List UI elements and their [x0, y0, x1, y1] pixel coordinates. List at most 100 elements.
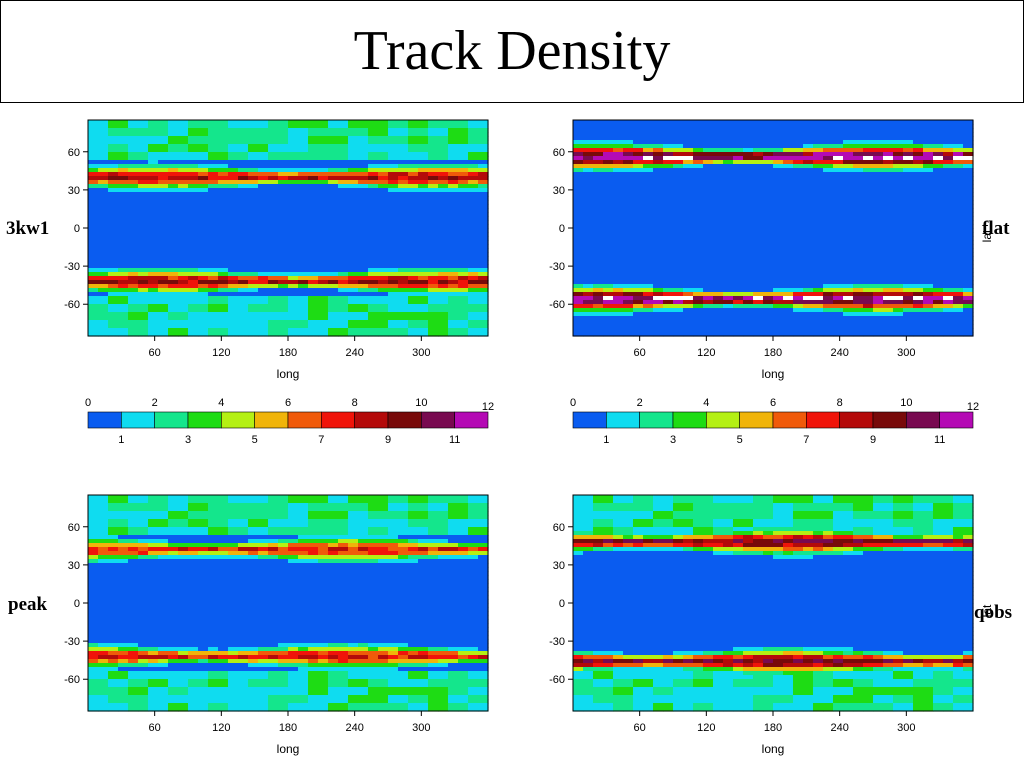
heatmap-cell — [783, 152, 794, 157]
heatmap-cell — [783, 140, 794, 145]
heatmap-cell — [873, 192, 884, 197]
heatmap-cell — [478, 144, 489, 149]
heatmap-cell — [873, 208, 884, 213]
heatmap-cell — [138, 236, 149, 241]
heatmap-cell — [673, 300, 684, 305]
heatmap-cell — [763, 232, 774, 237]
heatmap-cell — [158, 132, 169, 137]
heatmap-cell — [118, 515, 129, 520]
heatmap-cell — [623, 172, 634, 177]
heatmap-cell — [368, 511, 379, 516]
heatmap-cell — [943, 292, 954, 297]
heatmap-cell — [703, 212, 714, 217]
heatmap-cell — [348, 212, 359, 217]
heatmap-cell — [468, 240, 479, 245]
heatmap-cell — [278, 228, 289, 233]
heatmap-cell — [573, 280, 584, 285]
heatmap-cell — [963, 136, 974, 141]
heatmap-cell — [673, 304, 684, 309]
heatmap-cell — [388, 316, 399, 321]
heatmap-cell — [593, 292, 604, 297]
heatmap-cell — [438, 260, 449, 265]
heatmap-cell — [368, 515, 379, 520]
heatmap-cell — [703, 236, 714, 241]
heatmap-cell — [813, 244, 824, 249]
heatmap-cell — [158, 300, 169, 305]
heatmap-cell — [773, 320, 784, 325]
heatmap-cell — [843, 312, 854, 317]
heatmap-cell — [923, 320, 934, 325]
heatmap-cell — [573, 308, 584, 313]
heatmap-cell — [108, 312, 119, 317]
heatmap-cell — [613, 120, 624, 125]
heatmap-cell — [573, 180, 584, 185]
heatmap-cell — [298, 499, 309, 504]
heatmap-cell — [903, 312, 914, 317]
heatmap-cell — [318, 260, 329, 265]
heatmap-cell — [178, 280, 189, 285]
heatmap-cell — [408, 328, 419, 333]
heatmap-cell — [378, 140, 389, 145]
heatmap-cell — [408, 531, 419, 536]
heatmap-cell — [773, 184, 784, 189]
heatmap-cell — [98, 252, 109, 257]
heatmap-cell — [448, 196, 459, 201]
heatmap-cell — [863, 260, 874, 265]
heatmap-cell — [158, 511, 169, 516]
heatmap-cell — [953, 228, 964, 233]
heatmap-cell — [218, 555, 229, 560]
heatmap-cell — [248, 128, 259, 133]
heatmap-cell — [803, 288, 814, 293]
heatmap-cell — [863, 268, 874, 273]
heatmap-cell — [108, 507, 119, 512]
heatmap-cell — [268, 156, 279, 161]
heatmap-cell — [148, 244, 159, 249]
heatmap-cell — [308, 192, 319, 197]
heatmap-cell — [953, 332, 964, 337]
heatmap-cell — [298, 244, 309, 249]
heatmap-cell — [743, 196, 754, 201]
heatmap-cell — [318, 228, 329, 233]
heatmap-cell — [823, 244, 834, 249]
heatmap-cell — [753, 308, 764, 313]
heatmap-cell — [468, 200, 479, 205]
heatmap-cell — [923, 312, 934, 317]
heatmap-cell — [188, 260, 199, 265]
heatmap-cell — [198, 527, 209, 532]
heatmap-cell — [813, 264, 824, 269]
heatmap-cell — [258, 260, 269, 265]
heatmap-cell — [258, 196, 269, 201]
heatmap-cell — [933, 236, 944, 241]
heatmap-cell — [903, 212, 914, 217]
heatmap-cell — [603, 204, 614, 209]
heatmap-cell — [613, 172, 624, 177]
heatmap-cell — [108, 124, 119, 129]
heatmap-cell — [943, 180, 954, 185]
heatmap-cell — [418, 503, 429, 508]
heatmap-cell — [168, 148, 179, 153]
heatmap-cell — [823, 288, 834, 293]
heatmap-cell — [348, 523, 359, 528]
heatmap-cell — [813, 256, 824, 261]
heatmap-cell — [448, 284, 459, 289]
heatmap-cell — [653, 192, 664, 197]
heatmap-cell — [448, 128, 459, 133]
heatmap-cell — [128, 515, 139, 520]
heatmap-cell — [228, 240, 239, 245]
heatmap-cell — [813, 316, 824, 321]
heatmap-cell — [603, 256, 614, 261]
heatmap-cell — [458, 304, 469, 309]
heatmap-cell — [258, 188, 269, 193]
heatmap-cell — [228, 232, 239, 237]
heatmap-cell — [478, 288, 489, 293]
heatmap-cell — [823, 280, 834, 285]
heatmap-cell — [893, 280, 904, 285]
heatmap-cell — [228, 543, 239, 548]
heatmap-cell — [693, 140, 704, 145]
heatmap-cell — [288, 531, 299, 536]
heatmap-cell — [883, 216, 894, 221]
heatmap-cell — [208, 248, 219, 253]
heatmap-cell — [128, 300, 139, 305]
heatmap-cell — [228, 268, 239, 273]
heatmap-cell — [773, 252, 784, 257]
